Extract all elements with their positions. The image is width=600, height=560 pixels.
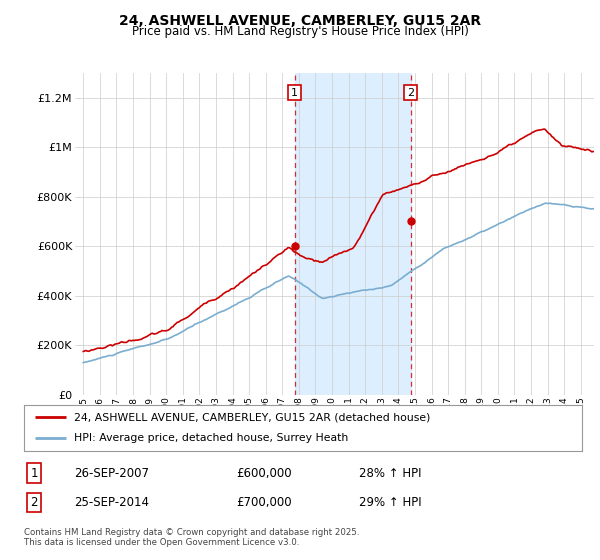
Text: £700,000: £700,000 (236, 496, 292, 509)
Text: £600,000: £600,000 (236, 466, 292, 479)
Text: 29% ↑ HPI: 29% ↑ HPI (359, 496, 421, 509)
Text: 24, ASHWELL AVENUE, CAMBERLEY, GU15 2AR: 24, ASHWELL AVENUE, CAMBERLEY, GU15 2AR (119, 14, 481, 28)
Text: Price paid vs. HM Land Registry's House Price Index (HPI): Price paid vs. HM Land Registry's House … (131, 25, 469, 38)
Text: 2: 2 (407, 87, 415, 97)
Text: 2: 2 (30, 496, 38, 509)
Bar (295, 73, 411, 395)
Text: 1: 1 (30, 466, 38, 479)
Text: 1: 1 (291, 87, 298, 97)
Text: Contains HM Land Registry data © Crown copyright and database right 2025.
This d: Contains HM Land Registry data © Crown c… (24, 528, 359, 547)
Text: HPI: Average price, detached house, Surrey Heath: HPI: Average price, detached house, Surr… (74, 433, 349, 444)
Text: 24, ASHWELL AVENUE, CAMBERLEY, GU15 2AR (detached house): 24, ASHWELL AVENUE, CAMBERLEY, GU15 2AR … (74, 412, 431, 422)
Text: 28% ↑ HPI: 28% ↑ HPI (359, 466, 421, 479)
Text: 25-SEP-2014: 25-SEP-2014 (74, 496, 149, 509)
Text: 26-SEP-2007: 26-SEP-2007 (74, 466, 149, 479)
